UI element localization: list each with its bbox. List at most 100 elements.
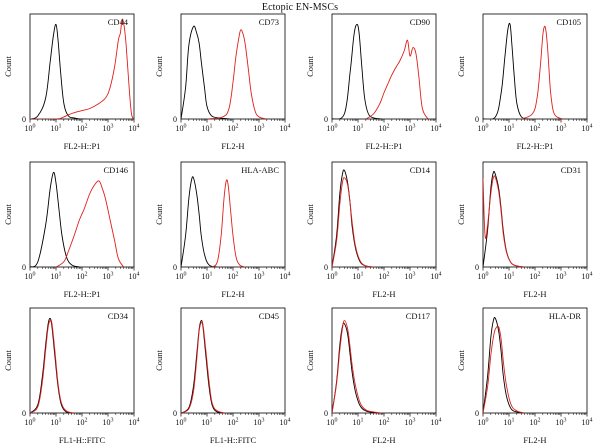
isotype-curve-hla-dr — [483, 316, 525, 413]
y-tick-label: 0 — [173, 115, 177, 124]
x-axis-label: FL2-H::P1 — [366, 141, 403, 151]
x-tick-label: 102 — [379, 418, 390, 428]
x-tick-label: 104 — [582, 272, 593, 282]
y-axis-label: Count — [456, 349, 466, 370]
x-tick-label: 103 — [556, 124, 567, 134]
x-axis-label: FL2-H::P1 — [64, 141, 101, 151]
isotype-curve-cd34 — [30, 317, 75, 413]
x-tick-label: 100 — [25, 272, 36, 282]
plot-frame — [482, 161, 588, 268]
x-tick-label: 101 — [202, 272, 213, 282]
isotype-curve-cd105 — [483, 22, 530, 119]
y-axis-label: Count — [3, 203, 13, 224]
x-tick-label: 103 — [556, 418, 567, 428]
marker-label: CD34 — [108, 311, 129, 321]
marker-label: CD105 — [556, 17, 581, 27]
y-tick-label: 0 — [22, 115, 26, 124]
plot-frame — [29, 13, 135, 120]
y-tick-label: 0 — [475, 115, 479, 124]
y-axis-label: Count — [456, 203, 466, 224]
x-tick-label: 100 — [327, 418, 338, 428]
marker-label: CD44 — [108, 17, 129, 27]
x-axis-label: FL2-H — [372, 289, 395, 299]
x-axis-label: FL2-H — [221, 289, 244, 299]
x-tick-label: 104 — [582, 418, 593, 428]
x-tick-label: 102 — [228, 418, 239, 428]
histogram-panel-cd117: 100 101 102 103 104 0 Count FL2-H CD117 — [305, 307, 442, 445]
y-tick-label: 0 — [22, 263, 26, 272]
x-tick-label: 104 — [431, 418, 442, 428]
x-tick-label: 100 — [478, 272, 489, 282]
x-tick-label: 104 — [582, 124, 593, 134]
plot-frame — [482, 13, 588, 120]
marker-curve-hla-abc — [211, 179, 246, 267]
x-tick-label: 102 — [530, 124, 541, 134]
marker-label: CD117 — [406, 311, 430, 321]
x-tick-label: 100 — [176, 124, 187, 134]
marker-label: CD73 — [259, 17, 279, 27]
marker-curve-cd44 — [30, 18, 134, 119]
x-tick-label: 100 — [176, 418, 187, 428]
marker-curve-cd14 — [332, 177, 374, 267]
y-axis-label: Count — [3, 349, 13, 370]
x-tick-label: 103 — [103, 272, 114, 282]
isotype-curve-cd117 — [332, 322, 382, 413]
x-tick-label: 104 — [129, 124, 140, 134]
marker-label: CD90 — [410, 17, 430, 27]
x-tick-label: 101 — [353, 418, 364, 428]
y-axis-label: Count — [154, 203, 164, 224]
y-axis-label: Count — [154, 55, 164, 76]
x-axis-label: FL1-H::FITC — [59, 435, 106, 445]
x-tick-label: 101 — [504, 272, 515, 282]
marker-curve-cd31 — [483, 175, 525, 267]
isotype-curve-cd90 — [332, 23, 382, 119]
y-tick-label: 0 — [22, 409, 26, 418]
histogram-panel-hla-abc: 100 101 102 103 104 0 Count FL2-H HLA-ABC — [154, 161, 291, 299]
x-tick-label: 102 — [379, 124, 390, 134]
histogram-panel-cd31: 100 101 102 103 104 0 Count FL2-H CD31 — [456, 161, 593, 299]
plot-frame — [482, 307, 588, 414]
y-axis-label: Count — [3, 55, 13, 76]
marker-curve-cd105 — [521, 25, 564, 119]
marker-curve-cd45 — [181, 321, 226, 413]
x-axis-label: FL2-H — [221, 141, 244, 151]
x-tick-label: 102 — [77, 124, 88, 134]
isotype-curve-cd31 — [483, 170, 525, 267]
plot-frame — [180, 13, 286, 120]
x-tick-label: 103 — [254, 272, 265, 282]
x-tick-label: 101 — [353, 124, 364, 134]
y-axis-label: Count — [154, 349, 164, 370]
x-tick-label: 101 — [202, 124, 213, 134]
histogram-panel-cd14: 100 101 102 103 104 0 Count FL2-H CD14 — [305, 161, 442, 299]
histogram-panel-hla-dr: 100 101 102 103 104 0 Count FL2-H HLA-DR — [456, 307, 593, 445]
plot-frame — [331, 161, 437, 268]
x-axis-label: FL2-H — [523, 435, 546, 445]
x-tick-label: 102 — [228, 124, 239, 134]
marker-label: HLA-ABC — [241, 165, 279, 175]
x-tick-label: 104 — [129, 272, 140, 282]
x-tick-label: 103 — [103, 418, 114, 428]
y-axis-label: Count — [456, 55, 466, 76]
x-tick-label: 101 — [51, 124, 62, 134]
y-tick-label: 0 — [475, 409, 479, 418]
x-axis-label: FL2-H::P1 — [64, 289, 101, 299]
y-tick-label: 0 — [324, 409, 328, 418]
x-axis-label: FL1-H::FITC — [210, 435, 257, 445]
plot-frame — [180, 161, 286, 268]
x-tick-label: 103 — [405, 418, 416, 428]
y-tick-label: 0 — [173, 263, 177, 272]
marker-curve-hla-dr — [483, 325, 525, 413]
x-tick-label: 102 — [77, 418, 88, 428]
x-axis-label: FL2-H::P1 — [517, 141, 554, 151]
x-tick-label: 104 — [431, 272, 442, 282]
x-tick-label: 104 — [280, 418, 291, 428]
x-tick-label: 103 — [405, 272, 416, 282]
isotype-curve-cd73 — [181, 25, 231, 119]
figure-title: Ectopic EN-MSCs — [261, 2, 339, 13]
x-tick-label: 103 — [254, 418, 265, 428]
